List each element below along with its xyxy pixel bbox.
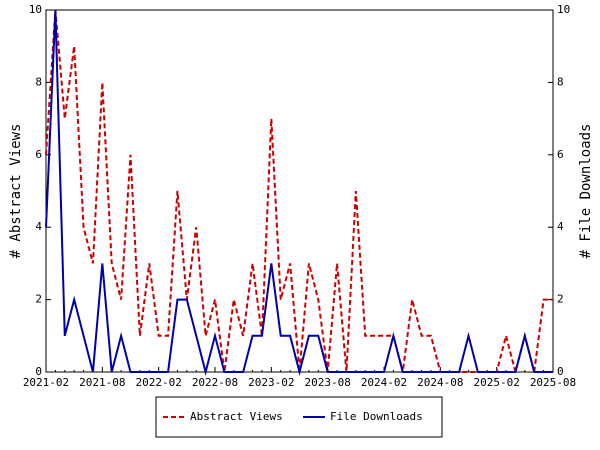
series-line [45, 9, 553, 376]
y-tick-label: 2 [35, 293, 42, 306]
y2-tick-label: 2 [557, 293, 564, 306]
y2-tick-label: 8 [557, 75, 564, 88]
x-tick-label: 2022-08 [192, 376, 238, 389]
legend-label: File Downloads [330, 410, 423, 423]
series-line [45, 9, 553, 376]
y-tick-label: 10 [29, 3, 42, 16]
x-tick-label: 2023-08 [304, 376, 350, 389]
y2-tick-label: 4 [557, 220, 564, 233]
y-tick-label: 6 [35, 148, 42, 161]
y2-axis-label: # File Downloads [578, 124, 594, 259]
x-tick-label: 2021-08 [79, 376, 125, 389]
y2-tick-label: 0 [557, 365, 564, 378]
legend-box [155, 396, 443, 438]
x-tick-label: 2024-02 [361, 376, 407, 389]
y-axis-label: # Abstract Views [8, 124, 24, 259]
x-tick-label: 2024-08 [417, 376, 463, 389]
y-tick-label: 0 [35, 365, 42, 378]
x-tick-label: 2022-02 [135, 376, 181, 389]
x-tick-label: 2025-08 [530, 376, 576, 389]
plot-frame [45, 9, 554, 373]
x-tick-label: 2023-02 [248, 376, 294, 389]
x-tick-label: 2025-02 [473, 376, 519, 389]
y-tick-label: 8 [35, 75, 42, 88]
y2-tick-label: 10 [557, 3, 570, 16]
x-tick-label: 2021-02 [23, 376, 69, 389]
y-tick-label: 4 [35, 220, 42, 233]
y2-tick-label: 6 [557, 148, 564, 161]
legend-label: Abstract Views [190, 410, 283, 423]
